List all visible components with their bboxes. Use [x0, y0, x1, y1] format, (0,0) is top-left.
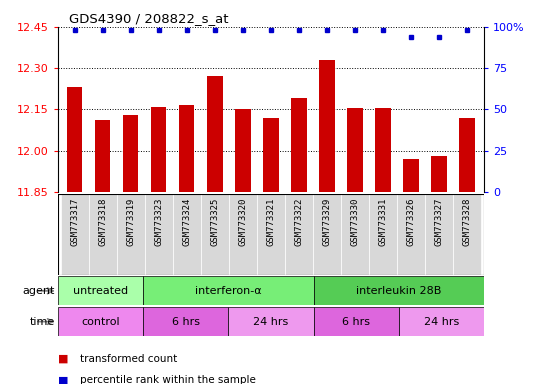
- Text: GSM773327: GSM773327: [434, 198, 444, 246]
- Bar: [459, 118, 475, 192]
- Text: ■: ■: [58, 354, 72, 364]
- Bar: [399, 307, 484, 336]
- Text: interferon-α: interferon-α: [195, 286, 262, 296]
- Text: GSM773324: GSM773324: [182, 198, 191, 246]
- Text: interleukin 28B: interleukin 28B: [356, 286, 442, 296]
- Bar: [347, 108, 362, 192]
- Bar: [319, 60, 334, 192]
- Text: GSM773326: GSM773326: [406, 198, 416, 246]
- Text: GSM773323: GSM773323: [154, 198, 163, 246]
- Bar: [123, 115, 139, 192]
- Text: time: time: [30, 316, 55, 327]
- Bar: [228, 307, 314, 336]
- Bar: [58, 307, 143, 336]
- Text: ■: ■: [58, 375, 72, 384]
- Bar: [235, 109, 251, 192]
- Bar: [173, 194, 201, 275]
- Text: GSM773320: GSM773320: [238, 198, 248, 246]
- Bar: [207, 76, 223, 192]
- Bar: [341, 194, 369, 275]
- Text: GSM773317: GSM773317: [70, 198, 79, 246]
- Text: GSM773330: GSM773330: [350, 198, 360, 246]
- Text: GDS4390 / 208822_s_at: GDS4390 / 208822_s_at: [69, 12, 228, 25]
- Text: 6 hrs: 6 hrs: [342, 316, 370, 327]
- Bar: [314, 307, 399, 336]
- Text: GSM773325: GSM773325: [210, 198, 219, 246]
- Text: GSM773319: GSM773319: [126, 198, 135, 246]
- Bar: [375, 108, 390, 192]
- Bar: [151, 107, 167, 192]
- Text: 24 hrs: 24 hrs: [253, 316, 289, 327]
- Bar: [179, 105, 195, 192]
- Text: GSM773322: GSM773322: [294, 198, 304, 246]
- Text: agent: agent: [23, 286, 55, 296]
- Bar: [403, 159, 419, 192]
- Bar: [95, 121, 111, 192]
- Bar: [67, 88, 82, 192]
- Bar: [89, 194, 117, 275]
- Bar: [143, 276, 314, 305]
- Text: 6 hrs: 6 hrs: [172, 316, 200, 327]
- Bar: [453, 194, 481, 275]
- Bar: [58, 276, 143, 305]
- Text: control: control: [81, 316, 120, 327]
- Text: GSM773318: GSM773318: [98, 198, 107, 246]
- Bar: [60, 194, 89, 275]
- Bar: [431, 156, 447, 192]
- Bar: [257, 194, 285, 275]
- Text: untreated: untreated: [73, 286, 128, 296]
- Bar: [229, 194, 257, 275]
- Text: GSM773331: GSM773331: [378, 198, 388, 246]
- Text: 24 hrs: 24 hrs: [424, 316, 459, 327]
- Text: GSM773321: GSM773321: [266, 198, 276, 246]
- Text: transformed count: transformed count: [80, 354, 177, 364]
- Bar: [145, 194, 173, 275]
- Bar: [314, 276, 484, 305]
- Text: GSM773329: GSM773329: [322, 198, 332, 246]
- Bar: [143, 307, 228, 336]
- Bar: [201, 194, 229, 275]
- Text: GSM773328: GSM773328: [463, 198, 472, 246]
- Bar: [313, 194, 341, 275]
- Bar: [369, 194, 397, 275]
- Bar: [397, 194, 425, 275]
- Bar: [285, 194, 313, 275]
- Bar: [425, 194, 453, 275]
- Bar: [263, 118, 279, 192]
- Bar: [291, 98, 307, 192]
- Bar: [117, 194, 145, 275]
- Text: percentile rank within the sample: percentile rank within the sample: [80, 375, 256, 384]
